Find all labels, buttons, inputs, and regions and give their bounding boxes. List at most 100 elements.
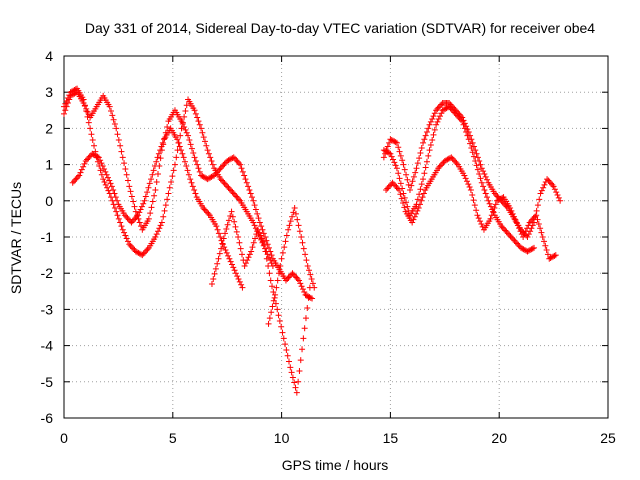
data-point: [482, 190, 489, 197]
data-point: [196, 168, 203, 175]
data-point: [414, 207, 421, 214]
data-point: [68, 88, 75, 95]
data-point: [229, 213, 236, 220]
data-point: [138, 251, 145, 258]
data-point: [200, 205, 207, 212]
data-point: [126, 241, 133, 248]
data-point: [414, 196, 421, 203]
data-point: [219, 240, 226, 247]
data-point: [111, 190, 118, 197]
data-point: [185, 171, 192, 178]
data-point: [400, 199, 407, 206]
y-tick-label: 0: [45, 193, 53, 209]
data-point: [220, 162, 227, 169]
data-point: [72, 86, 79, 93]
data-point: [463, 178, 470, 185]
data-point: [236, 239, 243, 246]
data-point: [540, 184, 547, 191]
data-point: [246, 186, 253, 193]
data-point: [384, 149, 391, 156]
data-point: [548, 254, 555, 261]
data-point: [61, 110, 67, 117]
data-point: [245, 183, 252, 190]
data-point: [119, 154, 126, 161]
data-point: [238, 281, 245, 288]
data-point: [204, 176, 211, 183]
data-point: [218, 177, 225, 184]
data-point: [474, 166, 481, 173]
data-point: [522, 228, 529, 235]
data-point: [272, 291, 279, 298]
data-point: [138, 223, 145, 230]
data-point: [122, 165, 129, 172]
data-point: [397, 180, 404, 187]
data-point: [503, 228, 510, 235]
data-point: [76, 172, 83, 179]
data-point: [195, 165, 202, 172]
data-point: [307, 271, 314, 278]
data-point: [213, 223, 220, 230]
data-point: [394, 185, 401, 192]
data-point: [500, 226, 507, 233]
x-tick-label: 20: [491, 430, 507, 446]
data-point: [279, 249, 286, 256]
data-point: [446, 103, 453, 110]
data-point: [275, 270, 282, 277]
data-point: [232, 155, 239, 162]
data-point: [292, 384, 299, 391]
data-point: [399, 157, 406, 164]
data-point: [118, 223, 125, 230]
data-point: [509, 210, 516, 217]
data-point: [224, 221, 231, 228]
data-point: [242, 260, 249, 267]
x-tick-label: 0: [60, 430, 68, 446]
data-point: [211, 270, 218, 277]
data-point: [441, 157, 448, 164]
data-point: [412, 169, 419, 176]
data-point: [183, 129, 190, 136]
data-point: [386, 182, 393, 189]
data-point: [106, 177, 113, 184]
data-point: [289, 270, 296, 277]
data-point: [231, 218, 238, 225]
data-point: [124, 177, 131, 184]
data-point: [155, 171, 162, 178]
data-point: [431, 126, 438, 133]
data-point: [480, 183, 487, 190]
data-point: [204, 209, 211, 216]
data-point: [151, 163, 158, 170]
data-point: [259, 238, 266, 245]
data-point: [85, 119, 92, 126]
data-point: [514, 222, 521, 229]
data-point: [465, 181, 472, 188]
data-point: [268, 260, 275, 267]
data-point: [171, 161, 178, 168]
data-point: [384, 185, 391, 192]
data-point: [457, 116, 464, 123]
data-point: [176, 143, 183, 150]
data-point: [237, 245, 244, 252]
data-point: [181, 123, 188, 130]
data-point: [406, 186, 413, 193]
data-point: [162, 202, 169, 209]
data-point: [393, 165, 400, 172]
data-point: [546, 178, 553, 185]
data-point: [231, 267, 238, 274]
data-point: [282, 341, 289, 348]
data-point: [94, 153, 101, 160]
data-point: [115, 215, 122, 222]
data-point: [506, 231, 513, 238]
data-point: [129, 218, 136, 225]
data-point: [516, 225, 523, 232]
data-point: [285, 358, 292, 365]
data-point: [393, 139, 400, 146]
data-point: [301, 289, 308, 296]
data-point: [514, 240, 521, 247]
data-point: [306, 267, 313, 274]
data-point: [74, 173, 81, 180]
data-point: [110, 186, 117, 193]
data-point: [226, 186, 233, 193]
data-point: [481, 186, 488, 193]
data-point: [447, 105, 454, 112]
